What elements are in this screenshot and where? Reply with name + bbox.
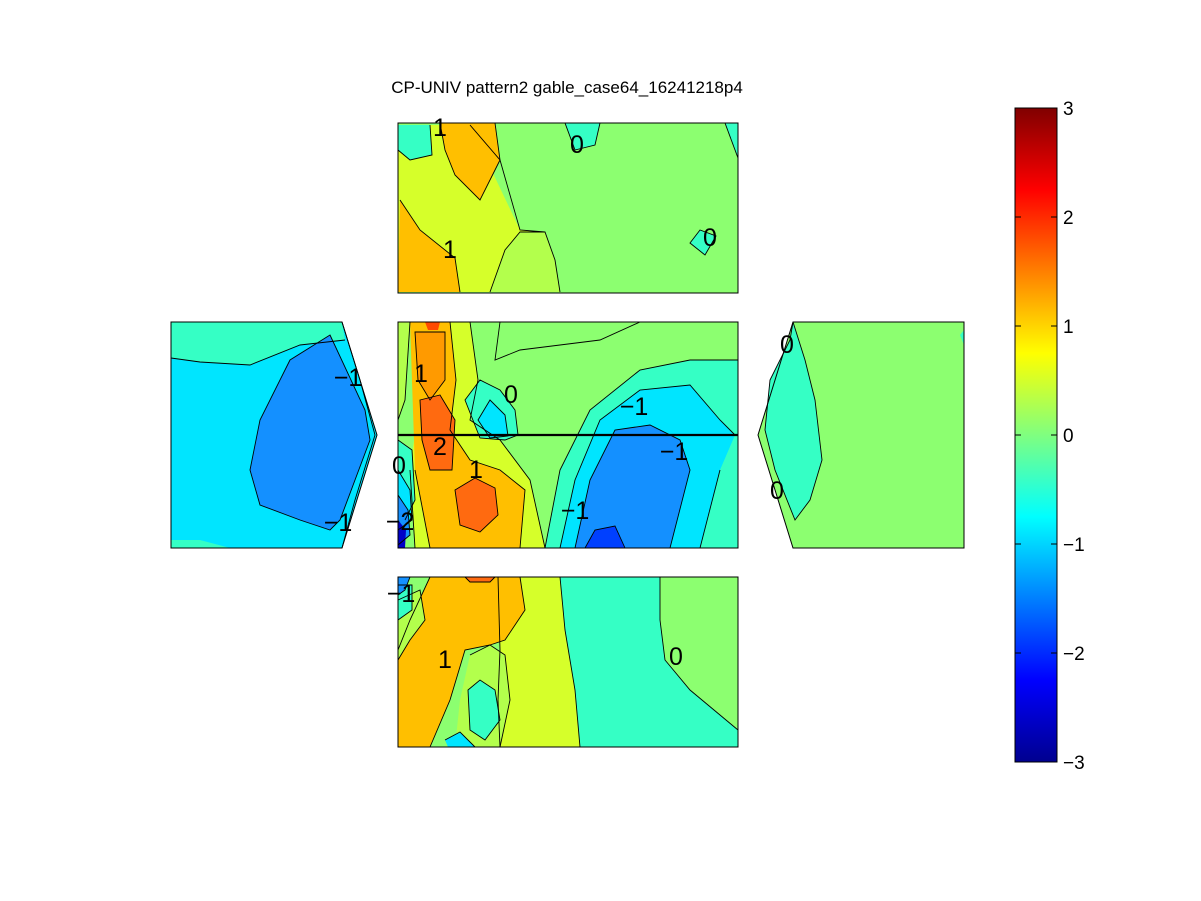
panel-bottom-region-teal xyxy=(560,577,738,747)
panel-center-region-dblue xyxy=(585,526,625,548)
panel-top-region-orange xyxy=(398,200,460,292)
panel-center-label: 1 xyxy=(469,456,483,484)
colorbar-tick-label: −1 xyxy=(1063,535,1085,556)
panel-bottom-label: 0 xyxy=(669,643,683,671)
panel-bottom-region-dorange xyxy=(465,577,495,582)
panel-top-label: 0 xyxy=(570,131,584,159)
panel-center-label: 0 xyxy=(392,452,406,480)
panel-bottom: −1 1 0 xyxy=(387,576,739,748)
colorbar: 3 2 1 0 −1 −2 −3 xyxy=(1014,99,1085,774)
panel-top-region-teal3 xyxy=(690,230,716,255)
panel-bottom-label: −1 xyxy=(387,580,416,608)
panel-top-label: 1 xyxy=(443,236,457,264)
panel-bottom-region-blue xyxy=(398,577,410,595)
panel-top-label: 1 xyxy=(433,114,447,142)
colorbar-tick-label: 1 xyxy=(1063,317,1074,338)
panel-center-label: 2 xyxy=(433,433,447,461)
panel-bottom-label: 1 xyxy=(438,646,452,674)
panel-left-region-teal xyxy=(171,322,345,365)
panel-center-label: 1 xyxy=(414,360,428,388)
panel-right-label: 0 xyxy=(780,331,794,359)
colorbar-ticks: 3 2 1 0 −1 −2 −3 xyxy=(1015,99,1085,774)
chart-title: CP-UNIV pattern2 gable_case64_16241218p4 xyxy=(391,78,743,97)
panel-center-label: 0 xyxy=(504,381,518,409)
panel-top-region-teal xyxy=(398,125,432,160)
panel-left-region-blue xyxy=(250,335,370,530)
panel-center-region-lgreen xyxy=(398,322,410,420)
colorbar-tick-label: −3 xyxy=(1063,753,1085,774)
panel-center-label: −1 xyxy=(561,497,590,525)
panel-left-label: −1 xyxy=(334,364,363,392)
panel-center-region-blue xyxy=(575,425,690,548)
panel-right-region-teal2 xyxy=(960,330,964,345)
panel-center-label: −1 xyxy=(620,393,649,421)
colorbar-tick-label: 3 xyxy=(1063,99,1074,120)
panel-center-label: −2 xyxy=(386,508,415,536)
panel-center-region-dblue-left xyxy=(398,520,406,548)
panel-center-region-red xyxy=(420,395,455,470)
panel-top-label: 0 xyxy=(703,224,717,252)
colorbar-tick-label: 0 xyxy=(1063,426,1074,447)
panel-right-label: 0 xyxy=(770,477,784,505)
panel-left-region-teal2 xyxy=(171,540,230,548)
panel-center-region-dred xyxy=(425,322,440,330)
colorbar-tick-label: −2 xyxy=(1063,644,1085,665)
panel-left: −1 −1 xyxy=(170,321,378,549)
panel-top: 1 0 1 0 xyxy=(397,114,739,294)
panel-center-label: −1 xyxy=(660,438,689,466)
panel-left-label: −1 xyxy=(324,509,353,537)
panel-top-region-teal2 xyxy=(565,123,600,150)
panel-center-region-orange2 xyxy=(415,332,445,400)
panel-center-region-red2 xyxy=(455,478,498,532)
panel-bottom-region-cyan xyxy=(445,732,475,747)
colorbar-gradient xyxy=(1014,107,1058,763)
panel-bottom-region-orange xyxy=(398,577,525,747)
panel-bottom-region-teal3 xyxy=(398,585,412,620)
panel-bottom-region-teal2 xyxy=(468,680,500,740)
panel-center-region-cyan-mid xyxy=(478,400,508,438)
panel-center: 1 0 −1 2 −1 0 1 −1 −2 xyxy=(386,321,739,549)
panel-right: 0 0 xyxy=(757,321,965,549)
colorbar-tick-label: 2 xyxy=(1063,208,1074,229)
